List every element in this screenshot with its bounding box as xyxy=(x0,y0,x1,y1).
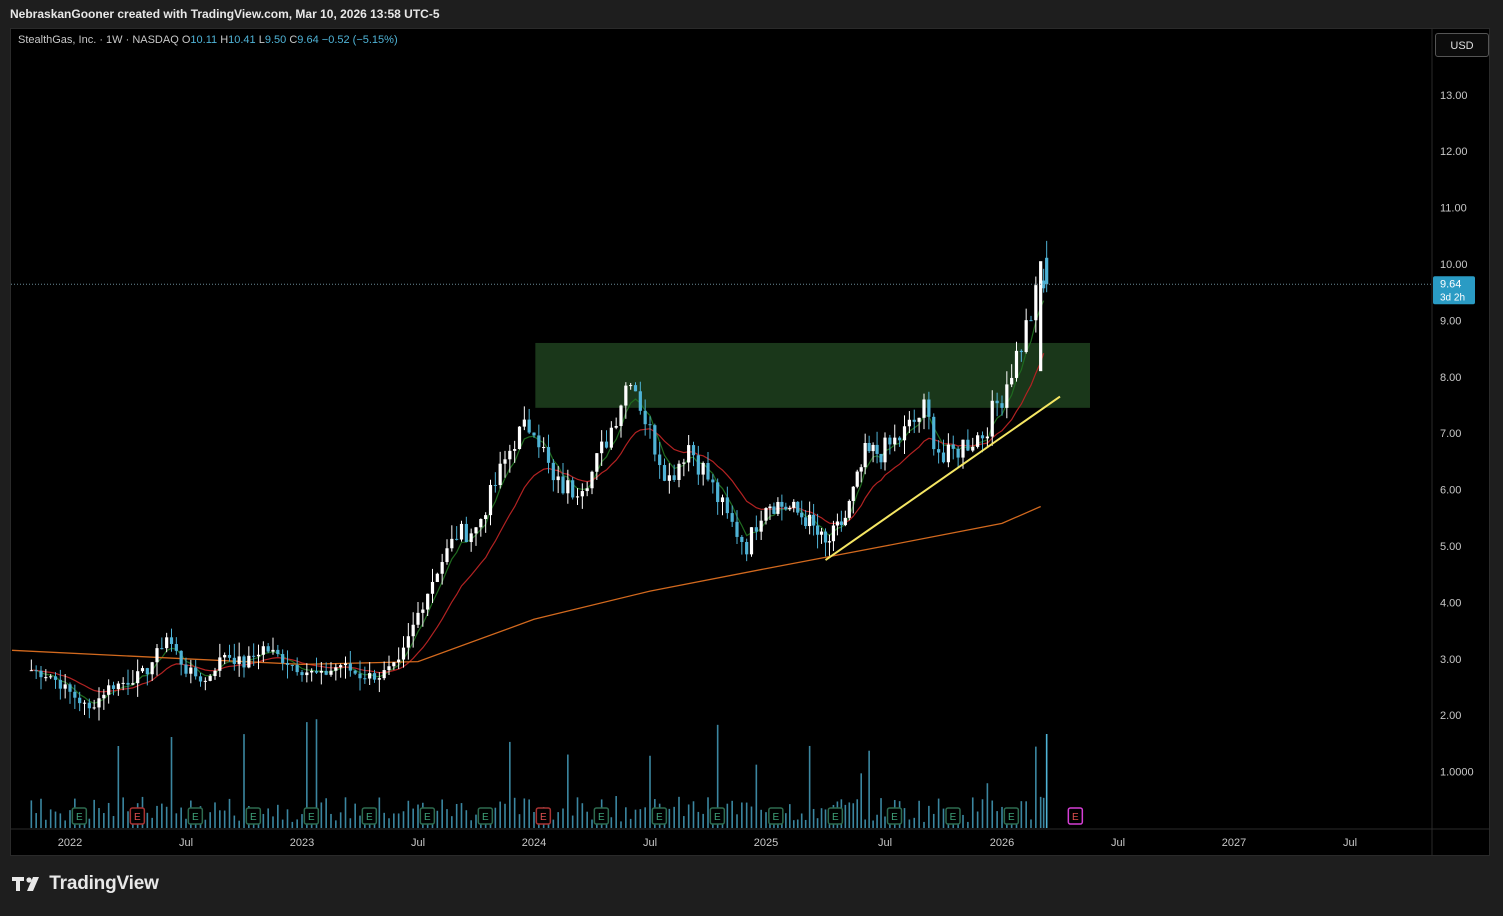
open-label: O xyxy=(181,34,191,46)
high-value: 10.41 xyxy=(228,34,256,46)
open-value: 10.11 xyxy=(190,34,218,46)
chart-attribution: NebraskanGooner created with TradingView… xyxy=(0,0,1503,27)
symbol-legend: StealthGas, Inc. · 1W · NASDAQ O10.11 H1… xyxy=(18,34,398,46)
tradingview-brand: TradingView xyxy=(49,873,159,894)
high-label: H xyxy=(220,34,229,46)
tradingview-logo-icon xyxy=(12,877,39,891)
change-value: −0.52 (−5.15%) xyxy=(321,34,398,46)
tradingview-footer: TradingView xyxy=(12,873,159,901)
chart-panel[interactable] xyxy=(10,28,1490,856)
low-label: L xyxy=(258,34,265,46)
symbol-name: StealthGas, Inc. · 1W · NASDAQ xyxy=(18,34,179,46)
currency-button[interactable]: USD xyxy=(1435,33,1489,57)
close-value: 9.64 xyxy=(297,34,319,46)
close-label: C xyxy=(289,34,298,46)
low-value: 9.50 xyxy=(264,34,287,46)
